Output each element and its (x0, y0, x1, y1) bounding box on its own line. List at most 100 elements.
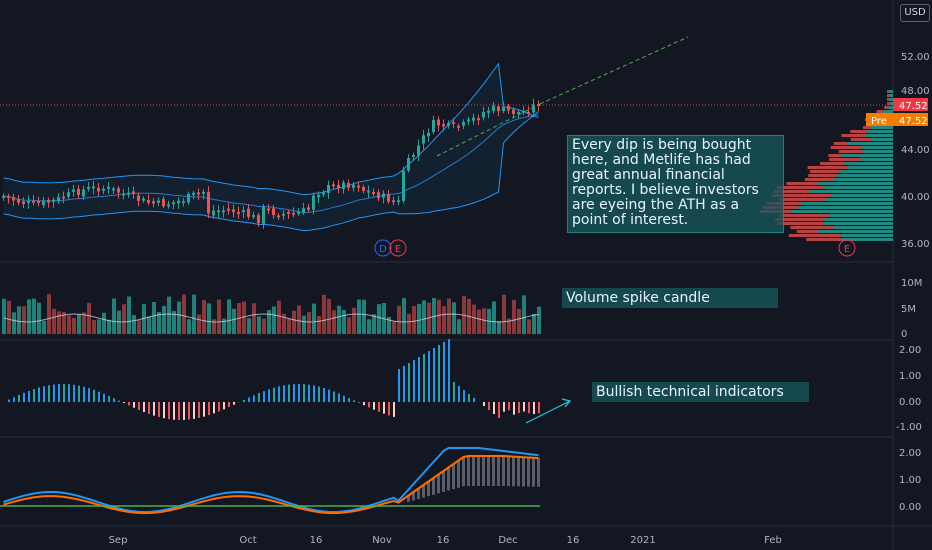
earnings-future-marker-label: E (844, 244, 850, 255)
indicator-bar (492, 456, 495, 486)
indicator-bar (507, 456, 510, 487)
indicator-bar (517, 456, 520, 487)
profile-bar-down (777, 222, 824, 225)
profile-bar-up (818, 230, 893, 233)
volume-bar (282, 313, 286, 334)
macd-bar (458, 386, 460, 402)
volume-axis[interactable]: 10M 5M 0 (901, 278, 922, 340)
macd-bar (133, 402, 135, 408)
trendline-lower[interactable] (436, 103, 541, 157)
last-price-label: 47.52 (899, 101, 928, 112)
profile-bar-down (772, 194, 833, 197)
macd-bar (523, 402, 525, 412)
candle-body (247, 208, 250, 217)
volume-bar (182, 294, 186, 334)
earnings-future-marker[interactable] (838, 239, 856, 257)
candle-body (152, 201, 155, 204)
candle-body (97, 187, 100, 192)
volume-bar (97, 319, 101, 334)
pre-market-tag: Pre (871, 116, 887, 127)
price-tick: 48.00 (901, 86, 930, 97)
trend-lines[interactable] (436, 36, 689, 157)
candle-body (107, 186, 110, 189)
indicator-bar (497, 456, 500, 486)
annotation-indicator-note[interactable]: Bullish technical indicators (592, 382, 809, 402)
volume-bar (377, 304, 381, 334)
macd-bar (518, 402, 520, 413)
volume-bar (257, 316, 261, 334)
indicator-axis[interactable]: 2.00 1.00 0.00 (899, 448, 921, 513)
volume-bar (77, 314, 81, 334)
profile-bar-up (866, 130, 893, 133)
profile-bar-up (888, 90, 893, 93)
candle-body (222, 210, 225, 213)
macd-bar (193, 402, 195, 419)
annotation-main-note[interactable]: Every dip is being bought here, and Metl… (567, 135, 784, 233)
candle-body (252, 215, 255, 218)
volume-bar (307, 312, 311, 334)
candle-body (212, 210, 215, 216)
profile-bar-up (861, 146, 893, 149)
profile-bar-down (779, 214, 831, 217)
time-label: 16 (437, 535, 450, 546)
macd-axis[interactable]: 2.00 1.00 0.00 -1.00 (896, 345, 922, 433)
trendline-upper[interactable] (539, 36, 689, 105)
profile-bar-up (888, 94, 893, 97)
macd-bar (508, 402, 510, 411)
profile-bar-up (824, 198, 893, 201)
profile-bar-down (887, 90, 889, 93)
volume-bar (67, 315, 71, 334)
candle-body (142, 198, 145, 201)
volume-bar (122, 304, 126, 334)
candle-body (362, 187, 365, 191)
profile-bar-up (839, 170, 893, 173)
annotation-volume-note[interactable]: Volume spike candle (562, 288, 778, 308)
volume-bar (507, 318, 511, 334)
dividend-marker[interactable] (374, 239, 392, 257)
volume-bar (517, 308, 521, 334)
macd-bar (528, 402, 530, 414)
macd-bar (298, 384, 300, 402)
candle-body (497, 106, 500, 112)
macd-bar (188, 402, 190, 420)
profile-bar-down (809, 170, 840, 173)
macd-bar (513, 402, 515, 415)
macd-bar (113, 398, 115, 402)
volume-bar (452, 302, 456, 334)
volume-bar (137, 320, 141, 334)
candle-body (522, 110, 525, 113)
price-axis[interactable]: 52.00 48.00 44.00 40.00 36.00 (901, 52, 930, 250)
macd-bar (8, 399, 10, 402)
time-label: Dec (498, 535, 517, 546)
indicator-bar (462, 457, 465, 487)
profile-bar-down (833, 142, 848, 145)
volume-bar (2, 298, 6, 334)
macd-bar (303, 384, 305, 402)
volume-bar (22, 306, 26, 334)
candlesticks[interactable] (2, 98, 540, 229)
volume-bar (72, 317, 76, 334)
earnings-marker[interactable] (389, 239, 407, 257)
candle-body (297, 211, 300, 214)
profile-bar-up (823, 218, 893, 221)
candle-body (452, 122, 455, 125)
indicator-pane (0, 447, 540, 515)
candle-body (287, 211, 290, 214)
volume-bar (317, 315, 321, 334)
candle-body (417, 145, 420, 156)
annotation-arrow[interactable] (525, 400, 571, 424)
volume-bar (372, 314, 376, 334)
volume-bar (62, 311, 66, 334)
volume-bar (42, 320, 46, 334)
candle-body (7, 195, 10, 198)
indicator-bar (532, 457, 535, 487)
macd-bar (233, 402, 235, 405)
candle-body (472, 117, 475, 121)
time-axis[interactable]: Sep Oct 16 Nov 16 Dec 16 2021 Feb (109, 535, 782, 546)
currency-button[interactable]: USD (900, 4, 930, 22)
macd-bar (348, 397, 350, 402)
candle-body (332, 184, 335, 187)
macd-bar (128, 402, 130, 406)
candle-body (462, 121, 465, 126)
